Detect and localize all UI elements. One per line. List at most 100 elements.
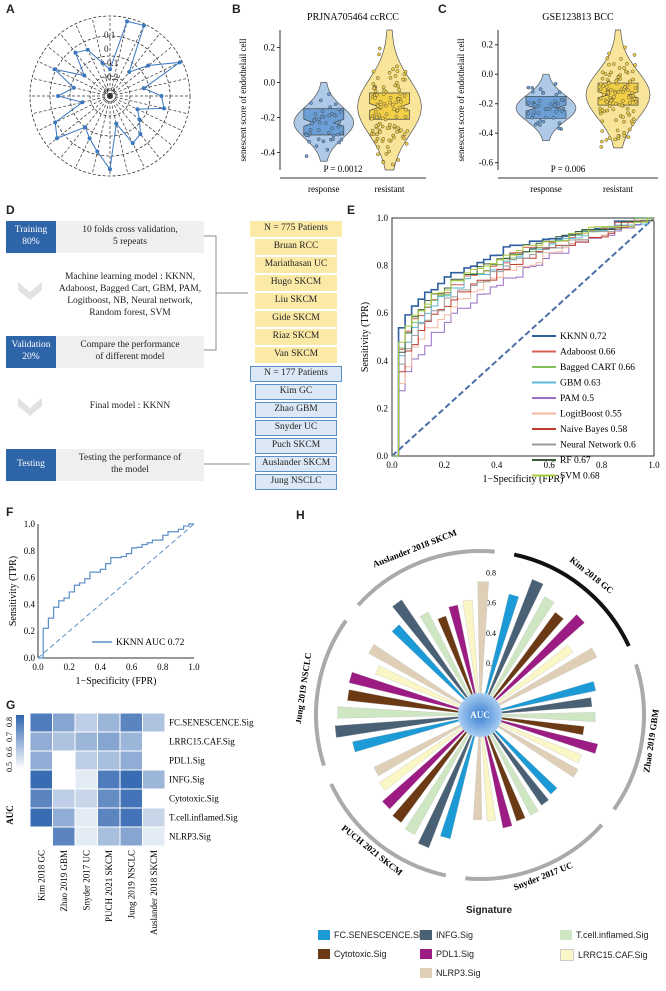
data-point [605,108,610,113]
data-point [621,99,625,103]
data-point [536,111,541,115]
data-point [627,95,631,100]
data-point [632,53,637,57]
data-point [381,92,386,96]
data-point [626,135,631,139]
y-tick-label: 0.2 [24,626,35,636]
ml-text: Machine learning model : KKNN, Adaboost,… [58,272,202,318]
data-point [388,75,393,80]
y-tick-label: 0.0 [24,653,36,663]
testing-box: Testing [6,449,56,481]
y-tick-label: 0.0 [482,69,494,79]
radar-spoke [37,60,111,97]
data-point [388,100,392,105]
data-point [620,103,624,108]
training-box: Training 80% [6,221,56,253]
legend-label: Bagged CART 0.66 [560,363,635,373]
data-point [614,118,618,123]
legend-label: KKNN AUC 0.72 [116,638,185,648]
data-point [381,85,386,89]
panel-label-c: C [438,2,447,16]
data-point [397,88,402,92]
radar-point [95,149,100,154]
data-point [381,137,386,141]
data-point [609,98,613,103]
radar-point [100,60,105,65]
data-point [387,149,391,154]
data-point [633,63,637,67]
data-point [391,67,395,72]
radar-point [141,86,146,91]
data-point [619,57,623,61]
data-point [385,126,390,131]
data-point [328,105,333,109]
data-point [388,122,392,127]
data-point [617,66,622,70]
col-label: PUCH 2021 SKCM [104,850,114,922]
data-point [403,115,408,119]
data-point [394,100,399,105]
legend-item: INFG.Sig [420,930,473,940]
violin-plot-b: PRJNA705464 ccRCC senescent score of endo… [238,12,426,194]
legend-item: T.cell.inflamed.Sig [560,930,649,940]
cohort-item: Mariathasan UC [255,257,337,273]
data-point [553,103,557,107]
panel-label-b: B [232,2,241,16]
radial-bar [473,736,482,820]
data-point [625,106,630,111]
data-point [375,136,380,141]
radar-spoke [91,95,111,175]
data-point [333,102,338,107]
legend-title: AUC [5,805,15,825]
row-label: INFG.Sig [169,775,205,785]
data-point [387,71,392,75]
heatmap-cell [29,807,53,828]
data-point [556,101,560,106]
heatmap-cell [142,769,166,790]
radar-spoke [109,95,183,132]
cohort-item: Kim GC [255,384,337,400]
heatmap-cell [29,788,53,809]
y-tick-label: -0.4 [261,148,276,158]
x-tick-label: resistant [603,184,633,194]
legend-item: PDL1.Sig [420,949,474,959]
data-point [304,154,309,158]
data-point [533,122,538,127]
legend-item: Cytotoxic.Sig [318,949,387,959]
data-point [385,145,390,149]
group-arc [465,823,604,881]
chart-title: GSE123813 BCC [542,12,614,23]
radar-point [56,94,61,98]
scale-tick: 0.8 [486,569,496,578]
data-point [633,86,638,90]
data-point [628,100,632,105]
radar-point [80,100,85,105]
radar-point [71,85,76,90]
data-point [337,140,341,145]
data-point [607,51,611,56]
radar-spoke [91,17,111,97]
y-tick-label: 0.6 [377,308,389,318]
heatmap-cell [142,788,166,809]
data-point [316,137,321,142]
signature-legend-title: Signature [466,905,513,916]
data-point [319,114,324,119]
heatmap-g: FC.SENESCENCE.Sig LRRC15.CAF.Sig PDL1.Sig I… [5,712,254,935]
row-label: T.cell.inflamed.Sig [169,813,238,823]
data-point [393,83,397,88]
data-point [399,99,403,104]
heatmap-cell [74,807,98,828]
x-tick-label: 1.0 [188,662,200,672]
radial-bar [391,624,466,701]
data-point [625,83,630,88]
legend-item: NLRP3.Sig [420,968,481,978]
data-point [611,107,616,112]
data-point [390,103,395,107]
testing-text-box: Testing the performance of the model [56,449,204,481]
data-point [392,135,396,140]
x-tick-label: 0.4 [95,662,107,672]
radar-point [108,167,112,172]
cohort-item: Auslander SKCM [255,456,337,472]
x-axis-label: 1−Specificity (FPR) [76,676,157,687]
